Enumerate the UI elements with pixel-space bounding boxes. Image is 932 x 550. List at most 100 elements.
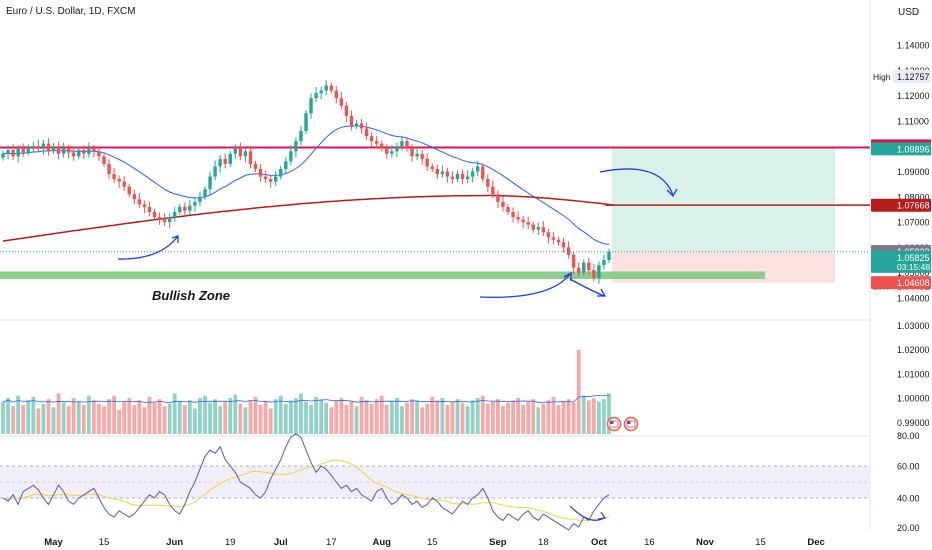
candle-body xyxy=(375,141,379,144)
volume-tick-label: 1.03000 xyxy=(897,321,930,331)
volume-bar xyxy=(470,400,475,434)
price-axis[interactable]: 1.140001.130001.120001.110001.100001.090… xyxy=(871,41,931,534)
candle-body xyxy=(147,206,152,212)
candle-body xyxy=(551,237,556,240)
candle-body xyxy=(31,146,35,148)
candle-body xyxy=(77,149,81,157)
volume-bar xyxy=(233,394,238,434)
rsi-tick-label: 40.00 xyxy=(897,494,920,504)
volume-bar xyxy=(177,401,182,434)
us-flag-icon xyxy=(606,416,622,432)
candle-body xyxy=(359,123,364,129)
rsi-tick-label: 80.00 xyxy=(897,431,920,441)
volume-bar xyxy=(6,398,10,434)
volume-bar xyxy=(339,398,344,434)
arrow-2-head xyxy=(563,271,572,281)
candle-body xyxy=(46,143,51,152)
candle-body xyxy=(213,166,217,177)
time-tick-label: 17 xyxy=(326,537,337,548)
time-tick-label: 18 xyxy=(538,537,549,548)
us-flag-icon xyxy=(623,416,639,432)
candle-body xyxy=(248,151,253,164)
volume-bar xyxy=(238,403,243,434)
flag-canton xyxy=(610,421,614,424)
volume-bar xyxy=(561,401,566,434)
bullish-zone-box[interactable] xyxy=(0,271,765,280)
volume-bar xyxy=(198,398,202,434)
candle-body xyxy=(486,179,490,187)
arrow-2 xyxy=(479,273,571,298)
volume-bar xyxy=(193,408,197,434)
candle-body xyxy=(526,222,530,225)
currency-label: USD xyxy=(898,7,919,18)
candle-body xyxy=(294,141,298,152)
volume-bar xyxy=(324,402,329,434)
arrow-1 xyxy=(117,235,179,260)
ema-slow-line xyxy=(2,194,615,242)
volume-tick-label: 1.00000 xyxy=(897,394,930,404)
candle-body xyxy=(430,166,434,169)
candle-body xyxy=(329,85,333,91)
volume-bar xyxy=(132,405,137,434)
ema-fast-line xyxy=(2,125,610,245)
candle-body xyxy=(476,166,480,172)
volume-bar xyxy=(445,405,450,434)
horizontal-levels[interactable] xyxy=(0,146,870,253)
candle-body xyxy=(425,158,429,167)
candle-body xyxy=(400,141,404,147)
volume-bar xyxy=(1,402,5,434)
candle-body xyxy=(582,262,586,273)
time-tick-label: Jul xyxy=(274,537,288,548)
volume-bar xyxy=(41,403,46,434)
volume-bar xyxy=(354,406,359,434)
volume-bar xyxy=(294,398,298,434)
volume-bar xyxy=(602,399,606,434)
time-axis[interactable]: May 15 Jun 19 Jul 17 Aug 15 Sep 18 Oct 16 Nov 15 Dec xyxy=(44,537,825,548)
candle-body xyxy=(405,141,409,149)
price-tick-label: 1.11000 xyxy=(897,116,929,126)
bullish-zone-label: Bullish Zone xyxy=(152,288,230,303)
volume-bar xyxy=(359,396,364,434)
candle-body xyxy=(72,152,76,157)
take-profit-area xyxy=(612,147,835,252)
volume-bar xyxy=(31,396,36,434)
volume-bar xyxy=(263,401,268,434)
candle-body xyxy=(607,251,611,261)
candle-body xyxy=(314,93,318,99)
price-tick-label: 1.07000 xyxy=(897,218,930,228)
volume-bar xyxy=(475,398,480,434)
volume-bar xyxy=(531,399,536,434)
volume-bar xyxy=(36,408,41,434)
candle-body xyxy=(511,211,515,218)
candle-body xyxy=(369,136,374,142)
volume-bar xyxy=(182,405,187,434)
candle-body xyxy=(167,217,172,223)
candle-body xyxy=(102,156,106,164)
volume-bar xyxy=(425,403,430,434)
price-tick-label: 1.04000 xyxy=(897,294,930,304)
volume-bar xyxy=(142,407,147,434)
volume-bar xyxy=(571,402,576,434)
candle-body xyxy=(571,254,576,268)
volume-bar xyxy=(167,403,172,434)
long-position-tool[interactable] xyxy=(612,147,835,283)
high-value-bg xyxy=(893,69,931,83)
candle-body xyxy=(556,239,561,243)
candle-body xyxy=(324,85,328,91)
candle-body xyxy=(380,143,384,149)
volume-bar xyxy=(541,403,546,434)
candle-body xyxy=(501,201,505,207)
volume-bar xyxy=(450,401,455,434)
volume-tick-label: 1.01000 xyxy=(897,369,930,379)
volume-bar xyxy=(597,401,601,434)
annotation-arrows[interactable] xyxy=(117,168,678,298)
volume-bar xyxy=(157,399,162,434)
candle-body xyxy=(253,163,258,169)
volume-bar xyxy=(228,398,233,434)
volume-bar xyxy=(56,393,61,434)
candle-body xyxy=(349,115,354,126)
time-tick-label: May xyxy=(44,537,63,548)
candle-body xyxy=(385,148,389,154)
candle-body xyxy=(203,189,207,197)
